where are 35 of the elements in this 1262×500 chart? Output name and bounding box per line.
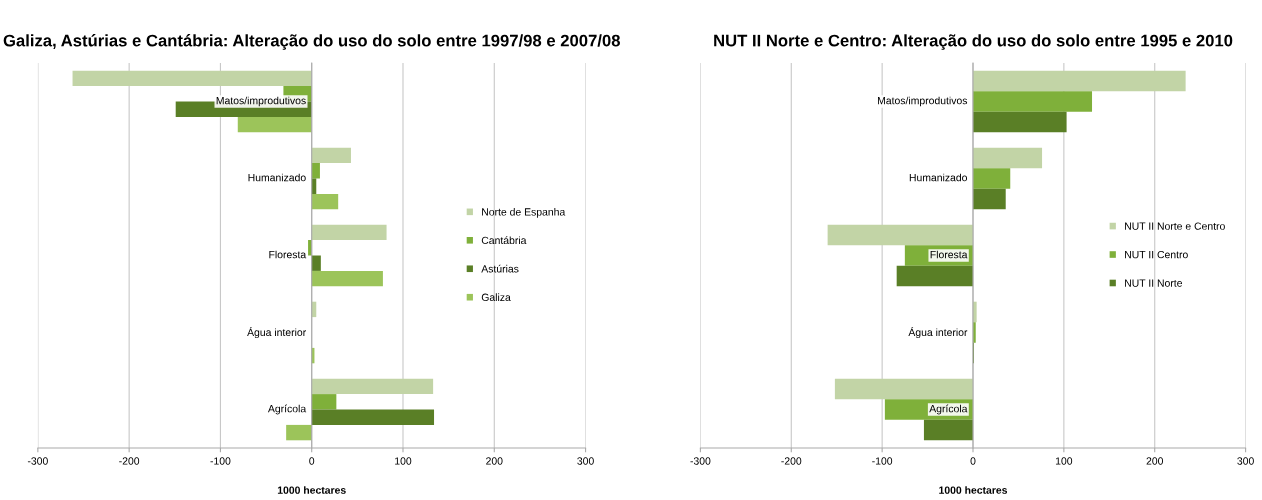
y-tick-label: Agrícola — [929, 404, 968, 415]
legend-label: NUT II Norte — [1125, 279, 1183, 287]
x-tick-label: 200 — [1146, 457, 1164, 465]
y-tick-label: Água interior — [908, 326, 968, 339]
y-tick-label: Matos/improdutivos — [877, 96, 968, 107]
x-tick-label: 100 — [395, 457, 412, 465]
x-axis-title: 1000 hectares — [939, 486, 1008, 494]
x-tick-label: 200 — [486, 457, 503, 465]
x-tick-label: -100 — [872, 457, 893, 465]
y-tick-label: Floresta — [269, 250, 307, 259]
y-tick-label: Floresta — [930, 250, 968, 259]
y-tick-label: Humanizado — [909, 173, 968, 182]
x-tick-label: 0 — [970, 457, 976, 465]
x-tick-label: 300 — [1237, 457, 1254, 465]
legend-label: NUT II Centro — [1125, 250, 1188, 259]
x-tick-label: 100 — [1055, 457, 1073, 465]
x-tick-label: -300 — [690, 457, 711, 465]
x-tick-label: -100 — [210, 457, 231, 465]
y-tick-label: Humanizado — [248, 173, 306, 182]
legend-label: Galiza — [481, 293, 511, 301]
legend-label: Norte de Espanha — [482, 207, 566, 218]
legend-label: Cantábria — [481, 236, 527, 245]
x-tick-label: -200 — [119, 457, 140, 465]
x-axis-title: 1000 hectares — [277, 486, 346, 494]
y-tick-label: Agrícola — [267, 404, 307, 415]
chart-title: Galiza, Astúrias e Cantábria: Alteração do uso do solo entre 1997/98 e 2007/08 — [3, 34, 620, 50]
x-tick-label: -200 — [781, 457, 802, 465]
chart-title: NUT II Norte e Centro: Alteração do uso do solo entre 1995 e 2010 — [714, 34, 1233, 50]
legend-label: Astúrias — [481, 264, 519, 273]
legend-label: NUT II Norte e Centro — [1125, 222, 1225, 230]
y-tick-label: Matos/improdutivos — [216, 96, 306, 107]
x-tick-label: 0 — [309, 457, 315, 465]
y-tick-label: Água interior — [247, 326, 306, 339]
x-tick-label: 300 — [577, 457, 594, 465]
x-tick-label: -300 — [27, 457, 48, 465]
